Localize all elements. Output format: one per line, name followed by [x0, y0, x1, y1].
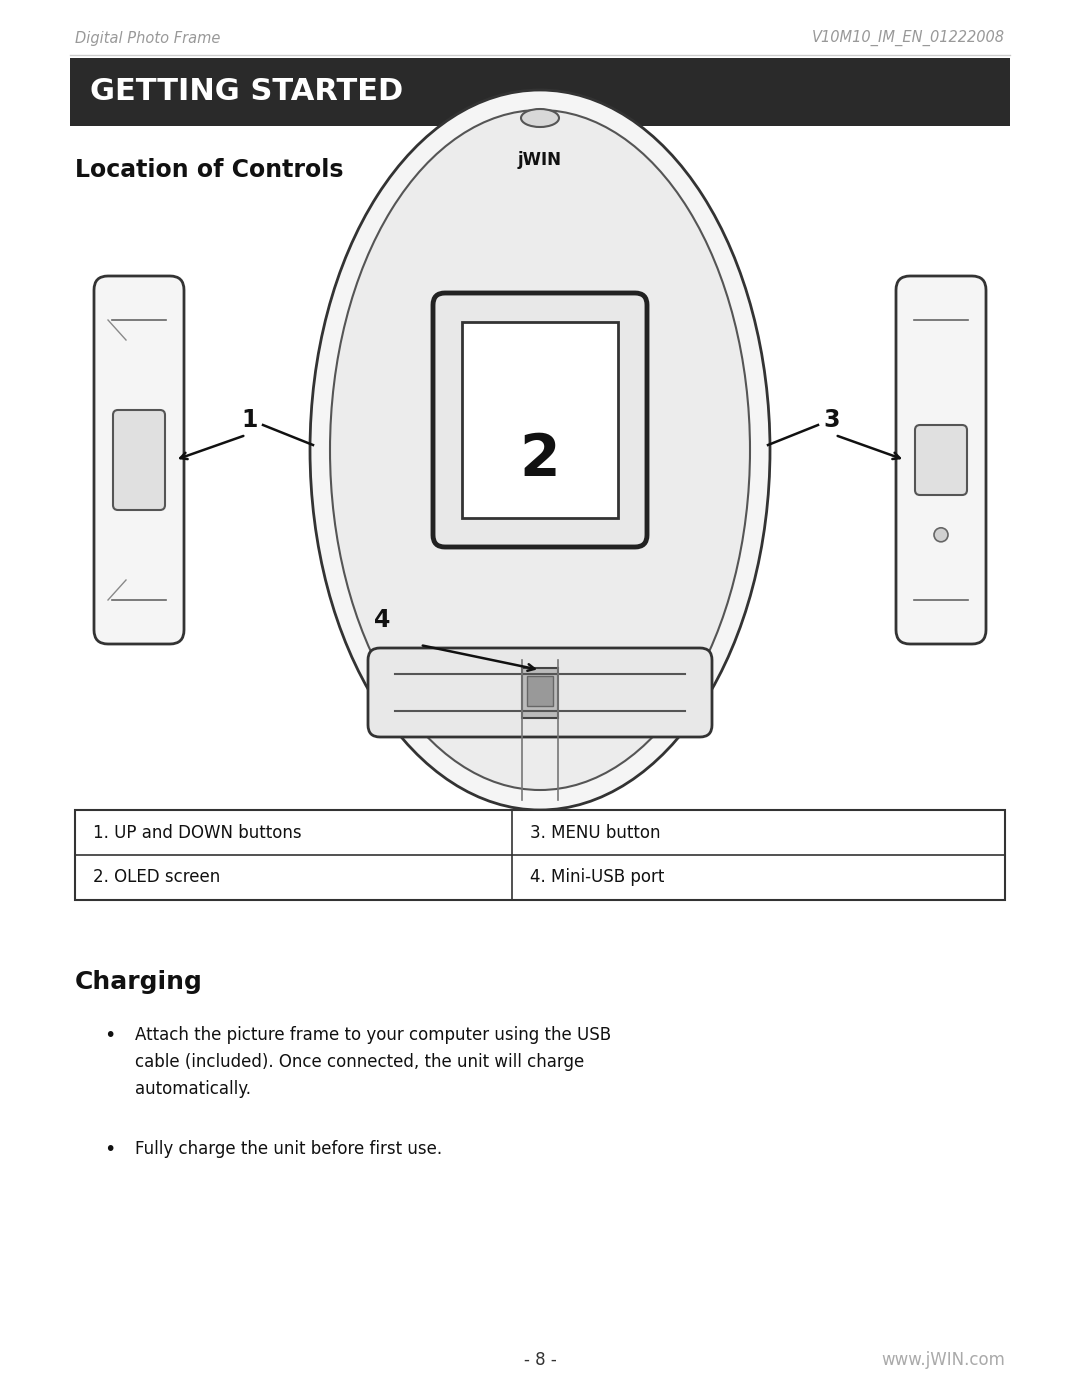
Text: Location of Controls: Location of Controls: [75, 158, 343, 182]
Text: V10M10_IM_EN_01222008: V10M10_IM_EN_01222008: [812, 29, 1005, 46]
Text: •: •: [105, 1140, 116, 1160]
FancyBboxPatch shape: [522, 668, 558, 718]
Text: Digital Photo Frame: Digital Photo Frame: [75, 31, 220, 46]
Text: 1. UP and DOWN buttons: 1. UP and DOWN buttons: [93, 823, 301, 841]
Text: 4. Mini-USB port: 4. Mini-USB port: [530, 869, 664, 887]
Text: GETTING STARTED: GETTING STARTED: [90, 77, 403, 106]
Text: - 8 -: - 8 -: [524, 1351, 556, 1369]
FancyBboxPatch shape: [896, 277, 986, 644]
Text: 1: 1: [242, 408, 258, 432]
Text: 3: 3: [823, 408, 839, 432]
FancyBboxPatch shape: [75, 810, 1005, 900]
FancyBboxPatch shape: [113, 409, 165, 510]
Ellipse shape: [310, 89, 770, 810]
Text: 4: 4: [374, 608, 390, 631]
Ellipse shape: [521, 109, 559, 127]
Text: •: •: [105, 1025, 116, 1045]
Text: jWIN: jWIN: [518, 151, 562, 169]
FancyBboxPatch shape: [527, 676, 553, 705]
Text: Fully charge the unit before first use.: Fully charge the unit before first use.: [135, 1140, 442, 1158]
Ellipse shape: [330, 110, 750, 789]
Text: 2: 2: [519, 432, 561, 489]
Text: Attach the picture frame to your computer using the USB
cable (included). Once c: Attach the picture frame to your compute…: [135, 1025, 611, 1098]
Text: www.jWIN.com: www.jWIN.com: [881, 1351, 1005, 1369]
FancyBboxPatch shape: [915, 425, 967, 495]
FancyBboxPatch shape: [94, 277, 184, 644]
Text: Charging: Charging: [75, 970, 203, 995]
Text: 2. OLED screen: 2. OLED screen: [93, 869, 220, 887]
FancyBboxPatch shape: [433, 293, 647, 548]
Text: 3. MENU button: 3. MENU button: [530, 823, 661, 841]
FancyBboxPatch shape: [368, 648, 712, 738]
FancyBboxPatch shape: [462, 321, 618, 518]
FancyBboxPatch shape: [70, 59, 1010, 126]
Circle shape: [934, 528, 948, 542]
